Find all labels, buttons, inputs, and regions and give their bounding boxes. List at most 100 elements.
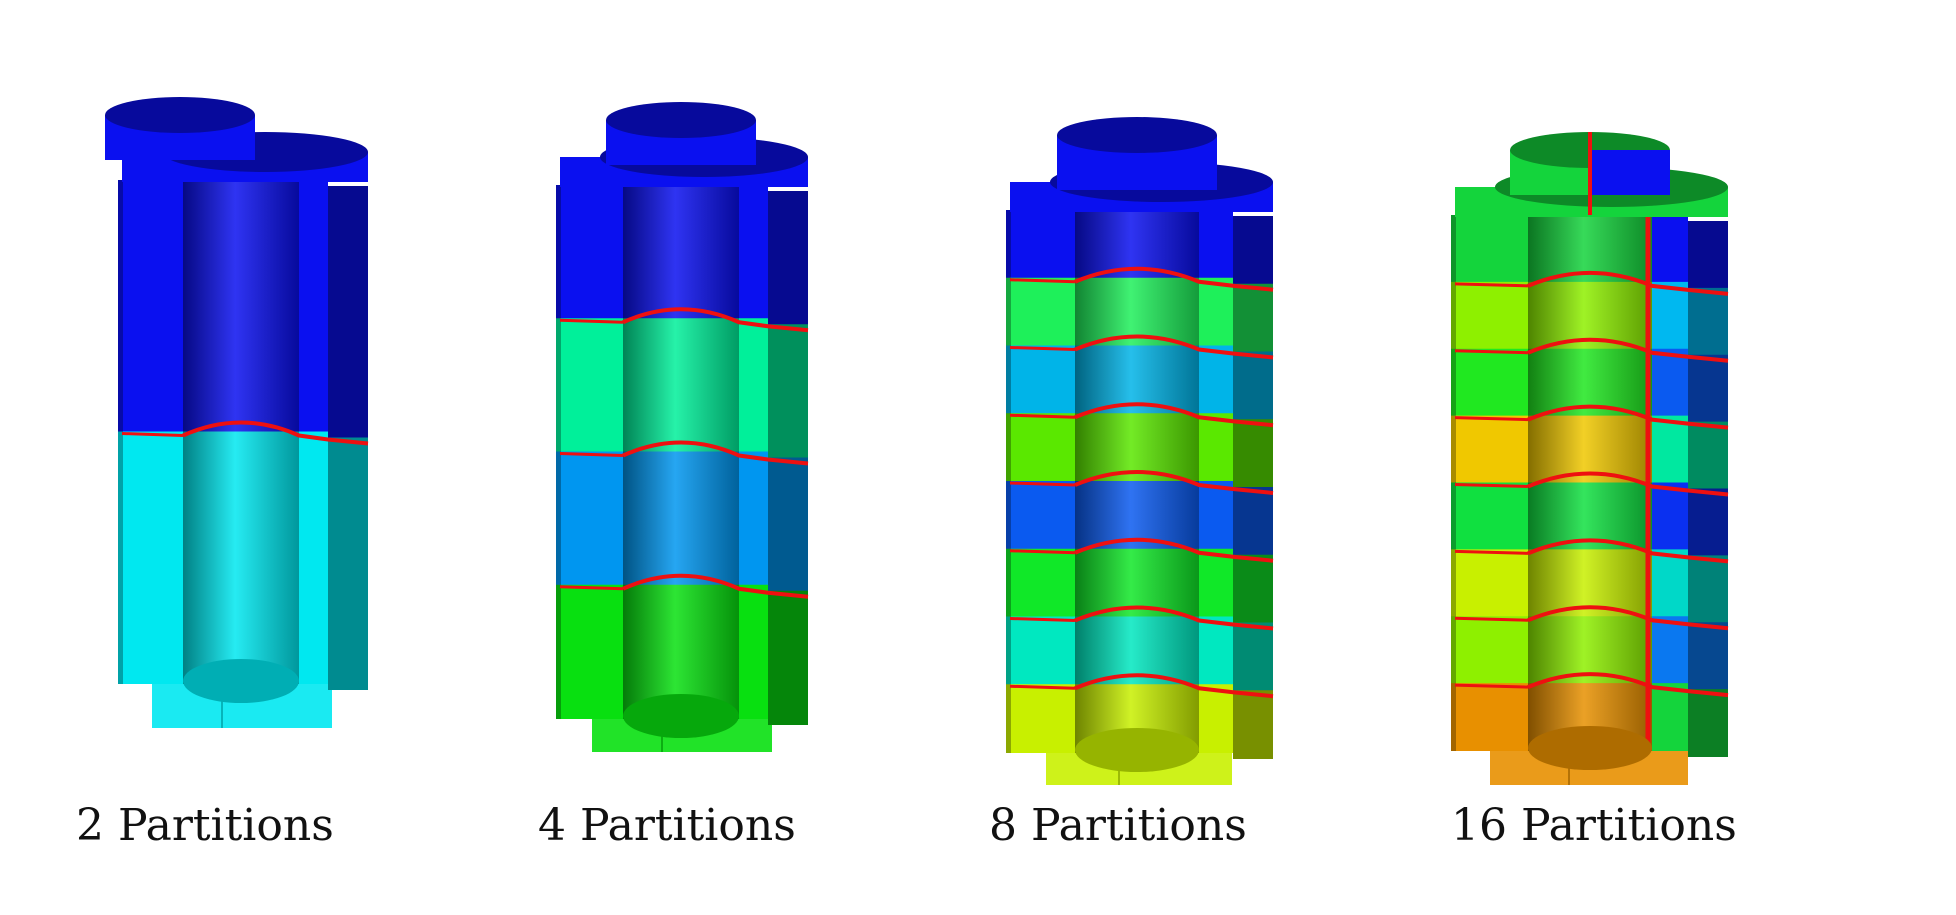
outer-edge: [1451, 482, 1456, 551]
partition-boundary: [1074, 605, 1274, 631]
partition-boundary: [1454, 616, 1529, 622]
outer-band-side: [1688, 287, 1728, 356]
partition-boundary: [1454, 683, 1529, 689]
core-band: [623, 451, 739, 586]
partition-boundary: [1009, 278, 1076, 284]
top-cap-right: [1590, 150, 1670, 195]
outer-edge: [1006, 277, 1011, 347]
outer-band-left: [122, 431, 183, 684]
outer-band-left: [1010, 616, 1075, 686]
partition-boundary: [559, 585, 624, 591]
core-band: [183, 431, 299, 684]
outer-band-right: [1652, 549, 1688, 618]
outer-band-side: [1688, 555, 1728, 624]
outer-band-right: [1652, 415, 1688, 484]
partition-boundary: [121, 432, 184, 437]
outer-band-left: [1455, 415, 1528, 484]
outer-edge: [556, 451, 561, 586]
outer-band-left: [1455, 616, 1528, 685]
partition-boundary: [622, 440, 809, 466]
outer-edge: [118, 180, 123, 433]
partition-boundary: [1527, 471, 1729, 497]
outer-band-left: [1010, 345, 1075, 415]
partition-boundary: [1074, 673, 1274, 699]
core-band: [623, 185, 739, 320]
partition-boundary: [1009, 549, 1076, 555]
outer-edge: [1451, 415, 1456, 484]
outer-band-right: [1652, 683, 1688, 751]
outer-band-side: [768, 457, 808, 592]
bore-bottom: [1075, 728, 1199, 772]
partition-boundary: [1527, 404, 1729, 430]
outer-band-right: [739, 318, 768, 453]
panel-8-partitions: [1006, 117, 1274, 785]
partition-boundary: [559, 318, 624, 324]
partition-boundary: [1454, 416, 1529, 422]
panel-4-partitions: [556, 102, 809, 752]
outer-edge: [1006, 684, 1011, 753]
outer-band-side: [1688, 221, 1728, 289]
outer-band-left: [1455, 482, 1528, 551]
partition-boundary: [1074, 537, 1274, 563]
partition-boundary: [1009, 346, 1076, 351]
outer-band-left: [560, 185, 623, 320]
outer-band-side: [328, 437, 368, 690]
outer-band-right: [1652, 348, 1688, 417]
outer-band-side: [1233, 690, 1273, 759]
outer-edge: [556, 185, 561, 320]
outer-band-right: [1199, 277, 1233, 347]
outer-band-side: [1233, 283, 1273, 353]
outer-band-side: [1233, 487, 1273, 556]
outer-band-side: [1688, 421, 1728, 490]
outer-band-left: [560, 584, 623, 719]
caption-2-partitions: 2 Partitions: [76, 800, 334, 851]
outer-band-left: [1455, 281, 1528, 350]
outer-edge: [1451, 215, 1456, 283]
outer-edge: [1006, 210, 1011, 279]
outer-edge: [1006, 616, 1011, 686]
outer-edge: [1451, 348, 1456, 417]
outer-band-side: [1233, 419, 1273, 488]
outer-band-right: [299, 180, 328, 433]
partition-boundary: [1527, 538, 1729, 564]
outer-band-left: [1455, 215, 1528, 283]
partition-boundary: [1454, 549, 1529, 555]
partition-boundary: [622, 573, 809, 599]
outer-band-right: [1199, 481, 1233, 550]
outer-band-left: [560, 318, 623, 453]
outer-band-left: [1455, 683, 1528, 751]
outer-band-right: [299, 431, 328, 684]
outer-band-right: [1652, 281, 1688, 350]
top-cap-face: [1057, 117, 1217, 153]
outer-edge: [1451, 281, 1456, 350]
outer-edge: [1006, 481, 1011, 550]
outer-edge: [1006, 548, 1011, 618]
outer-band-side: [768, 590, 808, 725]
partition-boundary: [1454, 349, 1529, 355]
outer-edge: [556, 318, 561, 453]
outer-band-right: [739, 584, 768, 719]
outer-band-side: [1233, 216, 1273, 285]
outer-band-left: [1010, 548, 1075, 618]
panel-2-partitions: [105, 97, 369, 728]
outer-band-side: [1688, 488, 1728, 557]
outer-band-left: [1010, 210, 1075, 279]
outer-band-right: [1199, 345, 1233, 415]
bore-bottom: [623, 694, 739, 738]
partition-boundary: [1009, 413, 1076, 419]
core-band: [623, 318, 739, 453]
caption-4-partitions: 4 Partitions: [538, 800, 796, 851]
outer-band-right: [739, 185, 768, 320]
outer-band-right: [739, 451, 768, 586]
partition-boundary: [182, 420, 369, 446]
partition-boundary: [1454, 483, 1529, 488]
panel-16-partitions: [1451, 132, 1729, 785]
top-cap-face: [606, 102, 756, 138]
outer-band-right: [1652, 215, 1688, 283]
partition-boundary: [559, 452, 624, 457]
outer-band-side: [328, 186, 368, 439]
core-band: [183, 180, 299, 433]
partition-boundary: [1454, 282, 1529, 288]
